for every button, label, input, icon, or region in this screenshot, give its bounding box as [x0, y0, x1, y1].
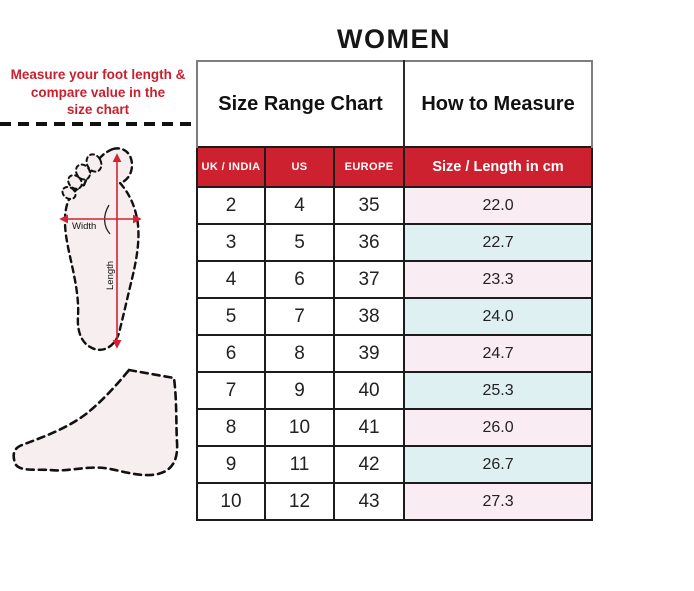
europe-value: 36 — [332, 223, 406, 262]
us-value: 10 — [264, 408, 335, 447]
uk-india-value: 2 — [196, 186, 266, 225]
europe-value: 42 — [332, 445, 406, 484]
size-table: Size Range Chart How to Measure UK / IND… — [195, 60, 594, 521]
length-cm-value: 24.0 — [403, 297, 594, 336]
us-value: 7 — [264, 297, 335, 336]
length-label: Length — [105, 261, 116, 290]
uk-india-value: 8 — [196, 408, 266, 447]
us-value: 9 — [264, 371, 335, 410]
length-cm-value: 26.0 — [403, 408, 594, 447]
foot-side-outline — [12, 368, 179, 477]
europe-value: 43 — [332, 482, 406, 521]
europe-value: 40 — [332, 371, 406, 410]
measure-instruction: Measure your foot length & compare value… — [2, 66, 194, 119]
toe-shape — [61, 185, 77, 201]
section-header-size-range: Size Range Chart — [195, 60, 406, 147]
length-cm-value: 22.7 — [403, 223, 594, 262]
size-table-body: 2 4 35 22.0 3 5 36 22.7 4 6 37 23.3 5 7 — [196, 186, 594, 521]
length-cm-value: 25.3 — [403, 371, 594, 410]
length-cm-value: 24.7 — [403, 334, 594, 373]
europe-value: 39 — [332, 334, 406, 373]
column-header-europe: EUROPE — [332, 146, 406, 188]
column-header-size-length: Size / Length in cm — [403, 146, 594, 188]
measure-instruction-line: Measure your foot length & — [10, 67, 186, 82]
page-title: WOMEN — [337, 24, 451, 54]
table-row: 10 12 43 27.3 — [196, 482, 594, 521]
europe-value: 38 — [332, 297, 406, 336]
europe-value: 37 — [332, 260, 406, 299]
uk-india-value: 5 — [196, 297, 266, 336]
toe-shape — [85, 153, 103, 173]
uk-india-value: 4 — [196, 260, 266, 299]
uk-india-value: 9 — [196, 445, 266, 484]
uk-india-value: 3 — [196, 223, 266, 262]
length-cm-value: 27.3 — [403, 482, 594, 521]
measure-instruction-line: size chart — [66, 102, 130, 117]
europe-value: 41 — [332, 408, 406, 447]
dashed-divider — [0, 122, 197, 126]
toe-shape — [67, 174, 83, 190]
us-value: 6 — [264, 260, 335, 299]
measure-instruction-line: compare value in the — [30, 84, 166, 100]
footprint-illustration: Width Length — [59, 147, 142, 352]
width-label: Width — [72, 221, 96, 232]
column-header-us: US — [264, 146, 335, 188]
column-header-uk-india: UK / INDIA — [196, 146, 266, 188]
table-row: 9 11 42 26.7 — [196, 445, 594, 484]
table-row: 7 9 40 25.3 — [196, 371, 594, 410]
length-cm-value: 26.7 — [403, 445, 594, 484]
toes — [61, 153, 103, 201]
us-value: 5 — [264, 223, 335, 262]
us-value: 12 — [264, 482, 335, 521]
europe-value: 35 — [332, 186, 406, 225]
table-row: 6 8 39 24.7 — [196, 334, 594, 373]
length-cm-value: 22.0 — [403, 186, 594, 225]
table-row: 5 7 38 24.0 — [196, 297, 594, 336]
foot-side-illustration — [12, 368, 179, 477]
table-row: 4 6 37 23.3 — [196, 260, 594, 299]
section-header-row: Size Range Chart How to Measure — [195, 60, 594, 147]
uk-india-value: 6 — [196, 334, 266, 373]
uk-india-value: 7 — [196, 371, 266, 410]
us-value: 11 — [264, 445, 335, 484]
uk-india-value: 10 — [196, 482, 266, 521]
us-value: 8 — [264, 334, 335, 373]
table-row: 8 10 41 26.0 — [196, 408, 594, 447]
table-row: 2 4 35 22.0 — [196, 186, 594, 225]
section-header-how-to-measure: How to Measure — [404, 60, 594, 147]
table-row: 3 5 36 22.7 — [196, 223, 594, 262]
column-header-row: UK / INDIA US EUROPE Size / Length in cm — [196, 146, 594, 188]
us-value: 4 — [264, 186, 335, 225]
length-cm-value: 23.3 — [403, 260, 594, 299]
size-table-head: Size Range Chart How to Measure UK / IND… — [195, 60, 594, 188]
